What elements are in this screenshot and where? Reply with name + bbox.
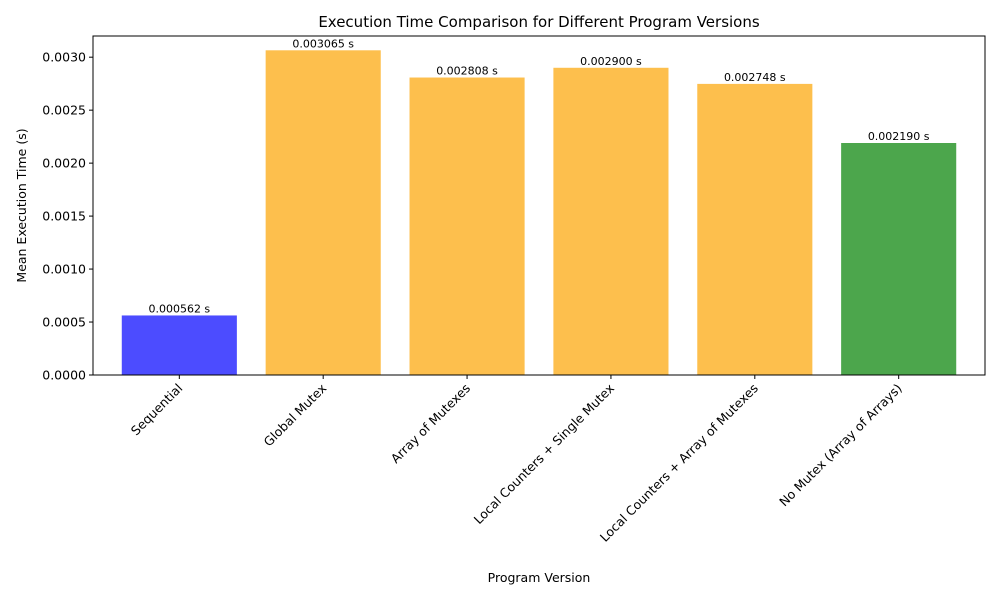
chart-title: Execution Time Comparison for Different … <box>318 13 760 31</box>
bar <box>697 83 813 375</box>
bar-data-label: 0.003065 s <box>292 37 354 50</box>
y-tick-label: 0.0020 <box>42 156 86 171</box>
y-tick-label: 0.0030 <box>42 50 86 65</box>
bar-data-label: 0.002748 s <box>724 71 786 84</box>
x-tick-label: Local Counters + Array of Mutexes <box>597 381 761 545</box>
x-tick-label: Global Mutex <box>260 381 329 450</box>
x-axis-label: Program Version <box>488 570 591 585</box>
x-axis-ticks: Sequential Global Mutex Array of MutexesLo… <box>128 375 905 545</box>
x-tick-label: No Mutex (Array of Arrays) <box>776 381 905 510</box>
x-tick-label: Array of Mutexes <box>388 381 474 467</box>
y-tick-label: 0.0005 <box>42 315 86 330</box>
bars-group: 0.000562 s 0.003065 s 0.002808 s 0.002900 s… <box>121 37 957 376</box>
bar <box>553 67 669 375</box>
x-tick-label: Sequential <box>128 381 186 439</box>
y-tick-label: 0.0015 <box>42 209 86 224</box>
y-axis-ticks: 0.0000 0.0005 0.0010 0.0015 0.0020 0.0025 0.00… <box>42 50 93 383</box>
bar <box>409 77 525 375</box>
x-tick-label: Local Counters + Single Mutex <box>471 381 617 527</box>
y-axis-label: Mean Execution Time (s) <box>14 128 29 282</box>
y-tick-label: 0.0000 <box>42 368 86 383</box>
bar <box>121 315 237 375</box>
bar-data-label: 0.002190 s <box>868 130 930 143</box>
y-tick-label: 0.0010 <box>42 262 86 277</box>
bar <box>265 50 381 376</box>
bar <box>841 143 957 375</box>
plot-frame <box>92 35 986 376</box>
y-tick-label: 0.0025 <box>42 103 86 118</box>
bar-data-label: 0.000562 s <box>148 302 210 315</box>
bar-data-label: 0.002900 s <box>580 55 642 68</box>
bar-data-label: 0.002808 s <box>436 65 498 78</box>
